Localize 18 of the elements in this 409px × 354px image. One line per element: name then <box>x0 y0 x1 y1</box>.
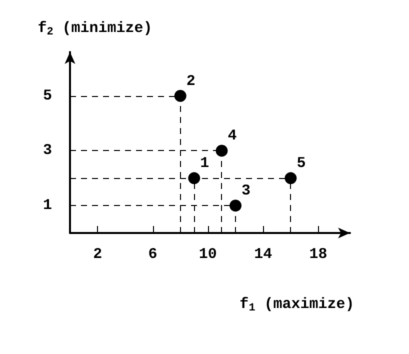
x-tick-label: 14 <box>254 246 272 263</box>
point <box>230 200 242 212</box>
y-tick-label: 1 <box>42 197 52 214</box>
point <box>188 172 200 184</box>
point <box>284 172 297 184</box>
x-tick-label: 6 <box>148 246 158 263</box>
annotation: 2 <box>186 72 196 90</box>
y-tick-label: 5 <box>42 87 52 104</box>
annotation: 3 <box>242 182 251 200</box>
annotation: 5 <box>296 155 306 172</box>
x-tick-label: 10 <box>198 246 217 263</box>
point <box>174 90 186 102</box>
annotation: 1 <box>200 155 210 172</box>
point <box>216 144 228 157</box>
annotation: 4 <box>228 128 237 145</box>
x-tick-label: 2 <box>93 246 102 263</box>
x-tick-label: 18 <box>309 246 328 263</box>
y-tick-label: 3 <box>42 142 52 160</box>
